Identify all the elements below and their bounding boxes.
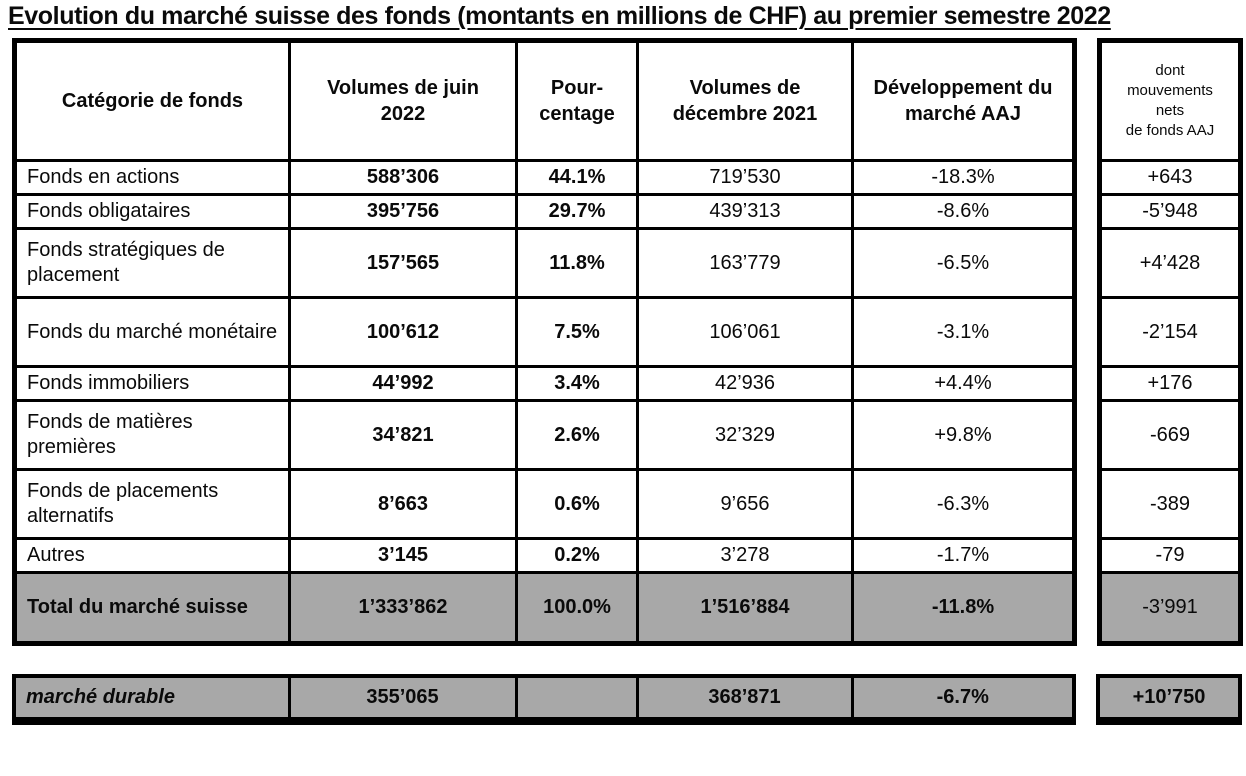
table-row-marche-durable: marché durable 355’065 368’871 -6.7% (12, 674, 1076, 723)
cell-vol-dec-2021: 9’656 (636, 468, 854, 540)
cell-vol-jun-2022: 588’306 (288, 159, 518, 196)
cell-total-vol-jun-2022: 1’333’862 (288, 571, 518, 645)
net-row-total: -3’991 (1098, 571, 1242, 645)
col-header-vol-dec-2021: Volumes de décembre 2021 (636, 39, 854, 162)
net-row: +4’428 (1098, 227, 1242, 299)
cell-percentage: 11.8% (515, 227, 639, 299)
cell-percentage: 2.6% (515, 399, 639, 471)
cell-vol-dec-2021: 42’936 (636, 365, 854, 402)
cell-net-aaj: +176 (1098, 365, 1242, 402)
col-header-vol-jun-2022: Volumes de juin 2022 (288, 39, 518, 162)
cell-total-vol-dec-2021: 1’516’884 (636, 571, 854, 645)
table-row-fonds-marche-monetaire: Fonds du marché monétaire 100’612 7.5% 1… (13, 296, 1076, 368)
cell-percentage: 29.7% (515, 193, 639, 230)
net-row: +176 (1098, 365, 1242, 402)
net-row: -389 (1098, 468, 1242, 540)
net-row-durable: +10’750 (1098, 676, 1240, 721)
cell-dev-aaj: -3.1% (851, 296, 1076, 368)
cell-vol-jun-2022: 157’565 (288, 227, 518, 299)
table-row-fonds-strategiques: Fonds stratégiques de placement 157’565 … (13, 227, 1076, 299)
cell-vol-jun-2022: 100’612 (288, 296, 518, 368)
col-header-dev-aaj: Développement du marché AAJ (851, 39, 1076, 162)
net-row: +643 (1098, 159, 1242, 196)
table-row-total: Total du marché suisse 1’333’862 100.0% … (13, 571, 1076, 645)
main-tables-container: Catégorie de fonds Volumes de juin 2022 … (12, 38, 1246, 646)
cell-category: Autres (13, 537, 291, 574)
cell-dev-aaj: -1.7% (851, 537, 1076, 574)
cell-net-aaj-total: -3’991 (1098, 571, 1242, 645)
cell-durable-percentage (514, 674, 639, 723)
cell-dev-aaj: -6.3% (851, 468, 1076, 540)
header-row: Catégorie de fonds Volumes de juin 2022 … (13, 39, 1076, 162)
sustainable-market-table: marché durable 355’065 368’871 -6.7% (12, 674, 1076, 725)
cell-vol-dec-2021: 163’779 (636, 227, 854, 299)
cell-dev-aaj: +9.8% (851, 399, 1076, 471)
cell-percentage: 7.5% (515, 296, 639, 368)
cell-net-aaj: -2’154 (1098, 296, 1242, 368)
cell-percentage: 3.4% (515, 365, 639, 402)
col-header-net-aaj: dont mouvements nets de fonds AAJ (1098, 39, 1242, 162)
net-row: -79 (1098, 537, 1242, 574)
cell-vol-jun-2022: 44’992 (288, 365, 518, 402)
cell-category: Fonds stratégiques de placement (13, 227, 291, 299)
net-row: -669 (1098, 399, 1242, 471)
cell-total-dev-aaj: -11.8% (851, 571, 1076, 645)
cell-vol-dec-2021: 32’329 (636, 399, 854, 471)
cell-net-aaj: -669 (1098, 399, 1242, 471)
cell-net-aaj: +4’428 (1098, 227, 1242, 299)
cell-durable-net-aaj: +10’750 (1098, 676, 1240, 721)
cell-dev-aaj: -18.3% (851, 159, 1076, 196)
cell-vol-dec-2021: 3’278 (636, 537, 854, 574)
cell-vol-dec-2021: 439’313 (636, 193, 854, 230)
cell-vol-jun-2022: 34’821 (288, 399, 518, 471)
cell-vol-jun-2022: 395’756 (288, 193, 518, 230)
table-row-fonds-en-actions: Fonds en actions 588’306 44.1% 719’530 -… (13, 159, 1076, 196)
net-row: -2’154 (1098, 296, 1242, 368)
durable-tables-container: marché durable 355’065 368’871 -6.7% +10… (12, 674, 1246, 725)
cell-percentage: 0.6% (515, 468, 639, 540)
cell-net-aaj: +643 (1098, 159, 1242, 196)
table-row-fonds-obligataires: Fonds obligataires 395’756 29.7% 439’313… (13, 193, 1076, 230)
net-movements-column: dont mouvements nets de fonds AAJ +643 -… (1097, 38, 1243, 646)
cell-net-aaj: -5’948 (1098, 193, 1242, 230)
cell-total-label: Total du marché suisse (13, 571, 291, 645)
cell-category: Fonds de matières premières (13, 399, 291, 471)
table-row-autres: Autres 3’145 0.2% 3’278 -1.7% (13, 537, 1076, 574)
cell-category: Fonds du marché monétaire (13, 296, 291, 368)
cell-dev-aaj: +4.4% (851, 365, 1076, 402)
cell-net-aaj: -389 (1098, 468, 1242, 540)
sustainable-net-column: +10’750 (1096, 674, 1242, 725)
cell-durable-label: marché durable (12, 674, 291, 723)
cell-total-percentage: 100.0% (515, 571, 639, 645)
cell-category: Fonds de placements alternatifs (13, 468, 291, 540)
cell-durable-dev-aaj: -6.7% (850, 674, 1076, 723)
cell-category: Fonds immobiliers (13, 365, 291, 402)
net-row: -5’948 (1098, 193, 1242, 230)
cell-vol-dec-2021: 719’530 (636, 159, 854, 196)
cell-dev-aaj: -6.5% (851, 227, 1076, 299)
cell-percentage: 0.2% (515, 537, 639, 574)
cell-category: Fonds en actions (13, 159, 291, 196)
cell-durable-vol-dec-2021: 368’871 (635, 674, 854, 723)
col-header-category: Catégorie de fonds (13, 39, 291, 162)
cell-vol-jun-2022: 8’663 (288, 468, 518, 540)
cell-percentage: 44.1% (515, 159, 639, 196)
cell-vol-jun-2022: 3’145 (288, 537, 518, 574)
page-title: Evolution du marché suisse des fonds (mo… (8, 2, 1111, 30)
cell-net-aaj: -79 (1098, 537, 1242, 574)
table-row-fonds-immobiliers: Fonds immobiliers 44’992 3.4% 42’936 +4.… (13, 365, 1076, 402)
cell-dev-aaj: -8.6% (851, 193, 1076, 230)
table-row-fonds-placements-alternatifs: Fonds de placements alternatifs 8’663 0.… (13, 468, 1076, 540)
net-movements-header-row: dont mouvements nets de fonds AAJ (1098, 39, 1242, 162)
table-row-fonds-matieres-premieres: Fonds de matières premières 34’821 2.6% … (13, 399, 1076, 471)
funds-market-table: Catégorie de fonds Volumes de juin 2022 … (12, 38, 1077, 646)
cell-durable-vol-jun-2022: 355’065 (287, 674, 518, 723)
cell-category: Fonds obligataires (13, 193, 291, 230)
col-header-percentage: Pour- centage (515, 39, 639, 162)
cell-vol-dec-2021: 106’061 (636, 296, 854, 368)
